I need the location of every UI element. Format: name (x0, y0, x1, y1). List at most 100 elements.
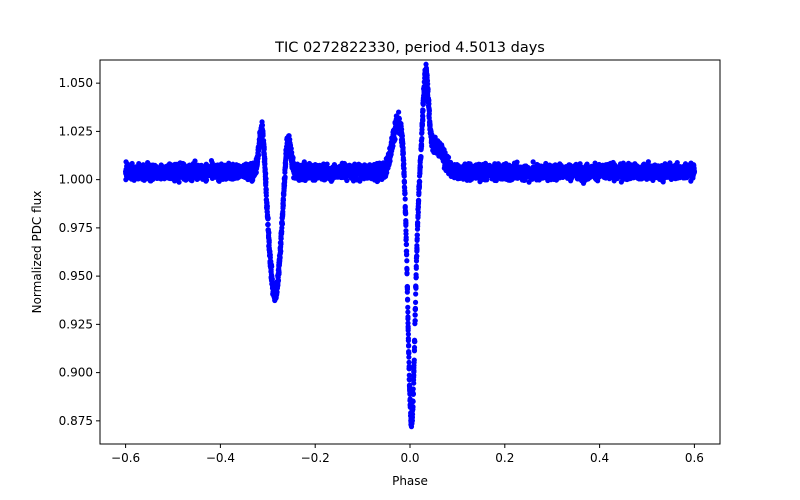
data-point (410, 391, 416, 397)
data-point (402, 191, 408, 197)
data-point (396, 109, 402, 115)
data-point (426, 111, 432, 117)
data-point (402, 185, 408, 191)
data-point (425, 88, 431, 94)
data-point (267, 252, 273, 258)
data-point (265, 221, 271, 228)
data-point (392, 136, 398, 142)
data-point (265, 215, 271, 221)
data-point (418, 154, 424, 160)
data-point (406, 366, 412, 372)
data-point (279, 221, 286, 227)
data-point (269, 263, 275, 270)
data-point (413, 285, 419, 291)
data-point (344, 177, 350, 184)
data-point (403, 237, 409, 243)
data-point (412, 306, 418, 312)
data-point (263, 186, 269, 192)
data-point (412, 339, 418, 345)
data-point (401, 161, 407, 167)
data-point (415, 209, 421, 215)
data-point (256, 147, 262, 153)
data-point (413, 291, 419, 297)
data-point (404, 297, 411, 303)
data-point (275, 277, 281, 283)
data-point (176, 179, 182, 185)
data-point (282, 174, 288, 180)
data-point (263, 170, 269, 177)
data-point (405, 314, 411, 320)
data-point (416, 179, 423, 185)
data-point (412, 318, 418, 324)
data-point (255, 152, 262, 159)
data-point (411, 367, 417, 374)
data-point (406, 343, 412, 349)
data-point (420, 107, 426, 114)
data-point (262, 156, 268, 162)
data-point (404, 286, 411, 292)
chart-title: TIC 0272822330, period 4.5013 days (274, 40, 545, 56)
data-point (403, 211, 409, 217)
data-point (402, 196, 408, 202)
data-point (410, 398, 416, 404)
data-point (401, 179, 408, 186)
data-point (416, 197, 422, 203)
data-point (403, 241, 410, 247)
data-point (192, 158, 198, 164)
data-point (404, 258, 410, 264)
data-point (419, 135, 425, 142)
data-point (414, 242, 420, 249)
data-point (409, 417, 415, 424)
data-point (266, 239, 272, 245)
data-point (204, 177, 210, 183)
data-point (262, 160, 268, 167)
data-point (405, 309, 411, 315)
data-point (259, 122, 266, 128)
data-point (416, 192, 422, 198)
data-point (411, 344, 418, 351)
data-point (400, 149, 406, 156)
data-point (415, 204, 421, 211)
data-point (278, 248, 284, 254)
data-point (426, 101, 432, 107)
data-point (261, 145, 267, 151)
data-point (413, 255, 420, 261)
data-point (417, 164, 423, 170)
data-point (264, 203, 270, 209)
scatter-points (123, 61, 698, 430)
data-point (410, 404, 416, 410)
data-point (445, 154, 452, 160)
data-point (275, 282, 281, 289)
data-point (411, 357, 417, 363)
data-point (278, 241, 284, 247)
data-point (414, 226, 421, 232)
data-point (418, 141, 425, 147)
data-point (409, 411, 416, 417)
data-point (424, 75, 430, 81)
data-point (412, 299, 419, 305)
data-point (253, 169, 259, 176)
data-point (405, 324, 411, 330)
data-point (402, 203, 408, 210)
data-point (266, 230, 272, 236)
data-point (280, 210, 286, 217)
data-point (404, 252, 410, 258)
data-point (410, 386, 416, 392)
data-point (412, 312, 418, 318)
data-point (260, 132, 266, 139)
data-point (280, 200, 286, 206)
data-point (406, 350, 412, 356)
data-point (514, 159, 520, 165)
data-point (404, 271, 410, 277)
data-point (413, 272, 419, 278)
data-point (263, 192, 269, 199)
data-point (399, 133, 405, 139)
data-point (411, 380, 417, 386)
data-point (405, 304, 411, 310)
data-point (401, 169, 407, 175)
data-point (413, 263, 419, 269)
data-point (274, 289, 280, 295)
data-point (290, 155, 296, 161)
data-point (403, 219, 409, 226)
